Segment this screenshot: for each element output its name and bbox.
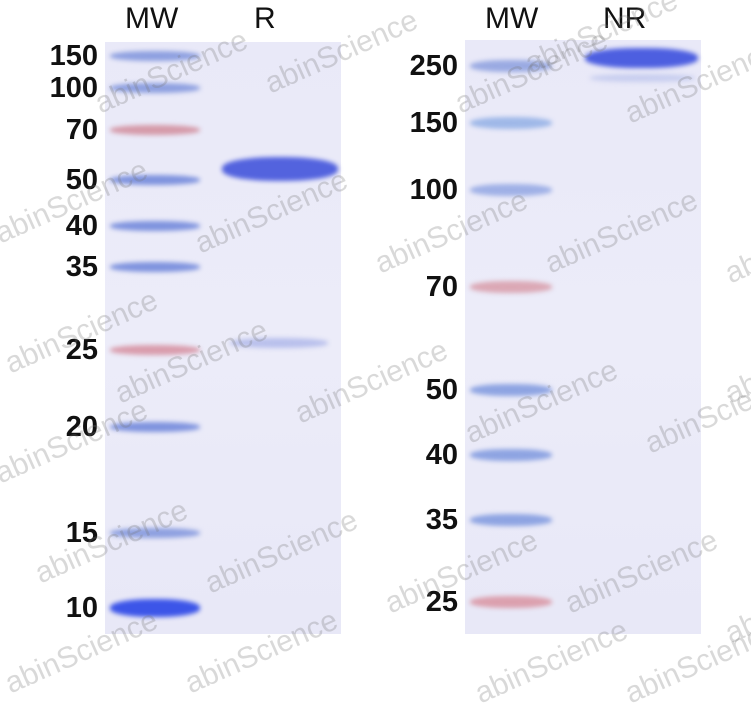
sample-band-r-light <box>230 338 328 348</box>
ladder-band-right <box>470 117 552 129</box>
right-gel <box>465 40 701 634</box>
sample-band-r-heavy <box>222 157 338 181</box>
ladder-band-left <box>110 345 200 355</box>
mw-label-left: 40 <box>65 210 98 242</box>
mw-label-right: 25 <box>425 586 458 618</box>
mw-label-right: 70 <box>425 271 458 303</box>
ladder-band-left <box>110 221 200 231</box>
ladder-band-right <box>470 60 552 72</box>
lane-title-nr: NR <box>603 2 647 35</box>
ladder-band-left <box>110 51 200 61</box>
mw-label-left: 35 <box>65 251 98 283</box>
mw-label-right: 35 <box>425 504 458 536</box>
ladder-band-left <box>110 599 200 617</box>
mw-label-left: 20 <box>65 411 98 443</box>
ladder-band-left <box>110 262 200 272</box>
mw-label-left: 70 <box>65 114 98 146</box>
ladder-band-left <box>110 83 200 93</box>
ladder-band-left <box>110 125 200 135</box>
mw-label-right: 150 <box>409 107 458 139</box>
sample-band-nr <box>585 48 698 68</box>
sample-band-nr-tail <box>590 74 695 82</box>
mw-label-left: 25 <box>65 334 98 366</box>
ladder-band-right <box>470 384 552 396</box>
ladder-band-left <box>110 175 200 185</box>
watermark-text: abinScience <box>720 193 751 291</box>
ladder-band-right <box>470 184 552 196</box>
mw-label-right: 50 <box>425 374 458 406</box>
mw-label-left: 150 <box>49 40 98 72</box>
mw-label-right: 250 <box>409 50 458 82</box>
ladder-band-left <box>110 528 200 538</box>
mw-label-left: 50 <box>65 164 98 196</box>
mw-label-right: 100 <box>409 174 458 206</box>
ladder-band-right <box>470 281 552 293</box>
lane-title-r: R <box>254 2 276 35</box>
ladder-band-right <box>470 596 552 608</box>
lane-title-mw-right: MW <box>485 2 539 35</box>
ladder-band-left <box>110 422 200 432</box>
ladder-band-right <box>470 514 552 526</box>
mw-label-left: 100 <box>49 72 98 104</box>
mw-label-left: 10 <box>65 592 98 624</box>
mw-label-right: 40 <box>425 439 458 471</box>
ladder-band-right <box>470 449 552 461</box>
lane-title-mw-left: MW <box>125 2 179 35</box>
mw-label-left: 15 <box>65 517 98 549</box>
